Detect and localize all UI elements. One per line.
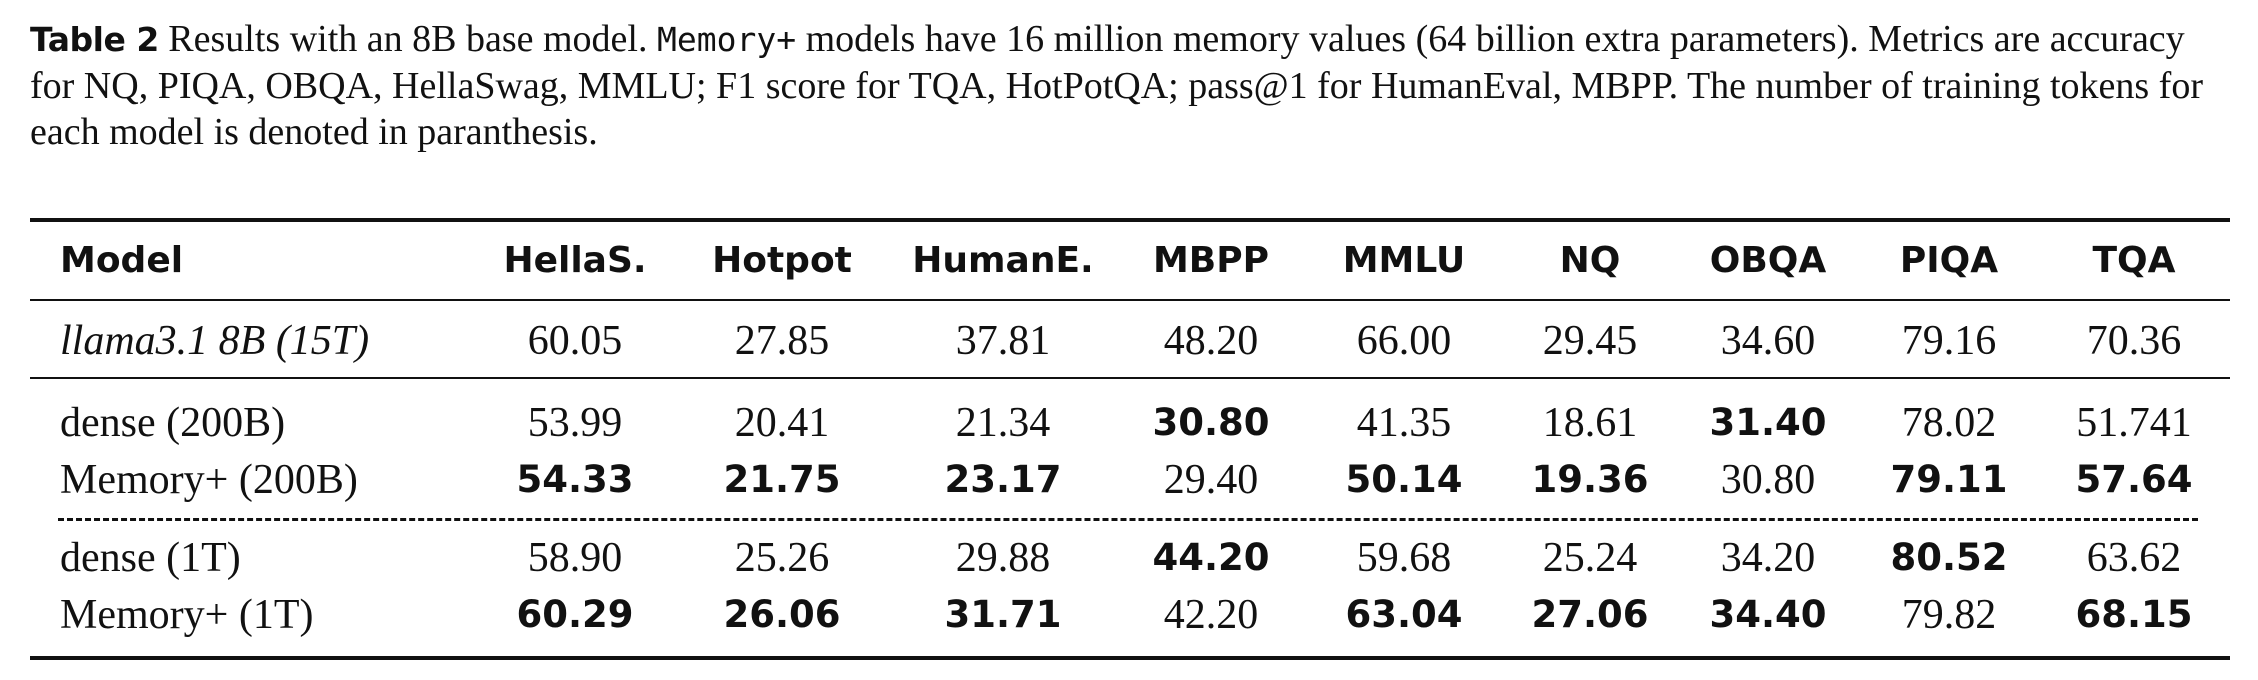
column-header-model: Model <box>60 240 184 281</box>
table-cell: 70.36 <box>2086 318 2182 364</box>
table-cell: 54.33 <box>516 458 634 501</box>
table-cell: 60.29 <box>516 593 634 636</box>
table-cell: 27.85 <box>734 318 830 364</box>
table-cell: 42.20 <box>1163 592 1259 638</box>
table-cell: 58.90 <box>527 535 623 581</box>
header-rule <box>30 299 2230 301</box>
table-cell: 34.60 <box>1720 318 1816 364</box>
baseline-separator-rule <box>30 377 2230 379</box>
caption-label: Table 2 <box>30 20 159 59</box>
row-model-name: dense (1T) <box>60 535 241 581</box>
column-header: TQA <box>2092 240 2176 281</box>
table-cell: 29.88 <box>955 535 1051 581</box>
caption-text-after: models have 16 million memory values (64… <box>30 18 2203 153</box>
table-cell: 30.80 <box>1720 457 1816 503</box>
table-top-rule <box>30 218 2230 222</box>
table-cell: 68.15 <box>2075 593 2193 636</box>
table-cell: 34.20 <box>1720 535 1816 581</box>
table-cell: 57.64 <box>2075 458 2193 501</box>
table-cell: 29.40 <box>1163 457 1259 503</box>
column-header: OBQA <box>1709 240 1827 281</box>
table-cell: 20.41 <box>734 400 830 446</box>
table-cell: 34.40 <box>1709 593 1827 636</box>
table-cell: 21.34 <box>955 400 1051 446</box>
column-header: PIQA <box>1899 240 1999 281</box>
row-model-name: Memory+ (1T) <box>60 592 314 638</box>
table-cell: 18.61 <box>1542 400 1638 446</box>
table-cell: 44.20 <box>1152 536 1270 579</box>
table-cell: 59.68 <box>1356 535 1452 581</box>
table-bottom-rule <box>30 656 2230 660</box>
table-cell: 80.52 <box>1890 536 2008 579</box>
table-cell: 27.06 <box>1531 593 1649 636</box>
table-cell: 48.20 <box>1163 318 1259 364</box>
row-model-name: llama3.1 8B (15T) <box>60 318 370 364</box>
column-header: HellaS. <box>503 240 647 281</box>
table-cell: 79.16 <box>1901 318 1997 364</box>
group-dashed-separator <box>58 518 2198 521</box>
table-cell: 63.04 <box>1345 593 1463 636</box>
row-model-name: dense (200B) <box>60 400 286 446</box>
column-header: HumanE. <box>912 240 1094 281</box>
table-caption: Table 2 Results with an 8B base model. M… <box>30 16 2235 155</box>
column-header: NQ <box>1559 240 1621 281</box>
table-cell: 50.14 <box>1345 458 1463 501</box>
table-cell: 60.05 <box>527 318 623 364</box>
column-header: MBPP <box>1152 240 1270 281</box>
table-cell: 78.02 <box>1901 400 1997 446</box>
table-cell: 31.71 <box>944 593 1062 636</box>
table-cell: 29.45 <box>1542 318 1638 364</box>
table-cell: 25.26 <box>734 535 830 581</box>
caption-text-before: Results with an 8B base model. <box>158 18 657 60</box>
table-cell: 53.99 <box>527 400 623 446</box>
table-cell: 23.17 <box>944 458 1062 501</box>
column-header: Hotpot <box>712 240 852 281</box>
column-header: MMLU <box>1342 240 1466 281</box>
table-cell: 31.40 <box>1709 401 1827 444</box>
table-cell: 41.35 <box>1356 400 1452 446</box>
table-cell: 79.11 <box>1890 458 2008 501</box>
caption-mono-term: Memory+ <box>656 20 797 59</box>
table-cell: 79.82 <box>1901 592 1997 638</box>
table-cell: 25.24 <box>1542 535 1638 581</box>
table-cell: 19.36 <box>1531 458 1649 501</box>
table-cell: 26.06 <box>723 593 841 636</box>
table-cell: 37.81 <box>955 318 1051 364</box>
table-cell: 66.00 <box>1356 318 1452 364</box>
table-cell: 63.62 <box>2086 535 2182 581</box>
table-cell: 21.75 <box>723 458 841 501</box>
row-model-name: Memory+ (200B) <box>60 457 358 503</box>
table-cell: 51.741 <box>2076 400 2192 446</box>
table-cell: 30.80 <box>1152 401 1270 444</box>
